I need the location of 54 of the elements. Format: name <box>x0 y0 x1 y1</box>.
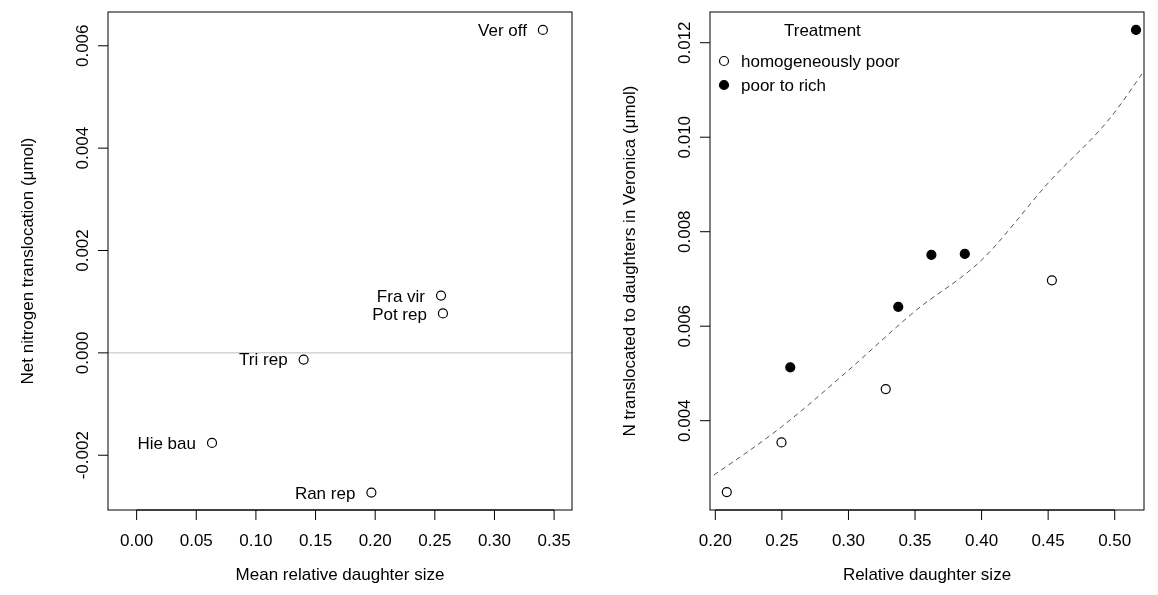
x-tick-label: 0.10 <box>239 531 273 550</box>
x-tick-label: 0.30 <box>831 531 865 550</box>
point <box>537 24 548 36</box>
point <box>435 290 447 301</box>
annotation: Fra vir <box>376 286 426 306</box>
x-tick-label: 0.50 <box>1098 531 1132 550</box>
point <box>206 437 218 449</box>
x-tick-label: 0.25 <box>765 531 799 550</box>
point <box>785 362 796 373</box>
point <box>893 301 904 312</box>
y-tick-label: 0.002 <box>73 229 92 272</box>
legend-label: poor to rich <box>741 76 827 95</box>
y-tick-label: 0.004 <box>73 126 92 170</box>
y-tick-label: 0.006 <box>675 304 694 348</box>
x-tick-label: 0.40 <box>965 531 999 550</box>
x-tick-label: 0.45 <box>1031 531 1065 550</box>
y-tick-label: 0.004 <box>675 399 694 442</box>
point <box>776 437 787 448</box>
point <box>366 487 377 498</box>
x-tick-label: 0.35 <box>537 531 571 550</box>
y-axis-title: Net nitrogen translocation (μmol) <box>18 137 37 385</box>
legend-title: Treatment <box>784 21 862 40</box>
point <box>1046 275 1057 286</box>
legend-label: homogeneously poor <box>741 52 901 71</box>
annotation: Ran rep <box>294 483 356 503</box>
y-tick-label: 0.008 <box>675 210 694 253</box>
y-tick-label: -0.002 <box>73 431 92 480</box>
x-tick-label: 0.25 <box>418 531 452 550</box>
annotation: Pot rep <box>372 304 427 324</box>
x-tick-label: 0.20 <box>698 531 732 550</box>
line-series <box>713 73 1143 476</box>
annotation: Tri rep <box>239 350 288 370</box>
x-tick-label: 0.35 <box>898 531 932 550</box>
x-tick-label: 0.30 <box>477 531 512 550</box>
x-axis-title: Mean relative daughter size <box>235 565 445 584</box>
y-tick-label: 0.006 <box>73 24 92 68</box>
annotation: Hie bau <box>137 433 197 453</box>
x-tick-label: 0.00 <box>120 531 154 550</box>
point <box>298 354 309 365</box>
y-tick-label: 0.000 <box>73 331 92 375</box>
point <box>959 248 970 260</box>
x-tick-label: 0.15 <box>299 531 333 550</box>
point <box>437 308 449 319</box>
point <box>1130 24 1142 36</box>
x-axis-title: Relative daughter size <box>842 565 1012 584</box>
point <box>926 249 937 260</box>
y-tick-label: 0.012 <box>675 21 694 64</box>
point <box>721 486 732 498</box>
y-axis-title: N translocated to daughters in Veronica (μmol) <box>620 85 639 437</box>
x-tick-label: 0.20 <box>358 531 392 550</box>
y-tick-label: 0.010 <box>675 115 694 159</box>
annotation: Ver off <box>478 20 528 40</box>
point <box>880 383 891 395</box>
x-tick-label: 0.05 <box>179 531 213 550</box>
